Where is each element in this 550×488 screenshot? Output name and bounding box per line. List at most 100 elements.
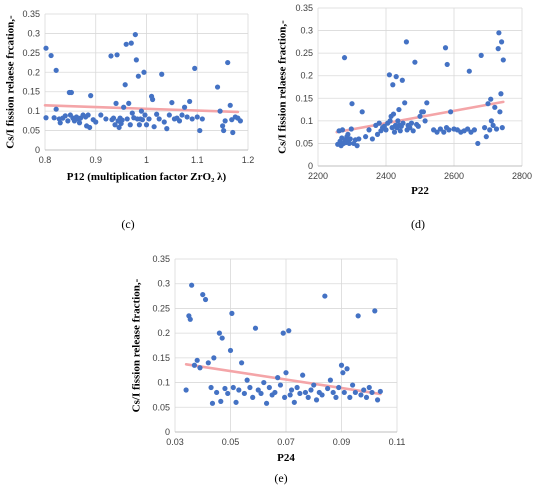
gridlines <box>44 13 249 151</box>
data-point <box>135 73 141 79</box>
y-tick-label: 0.25 <box>22 48 40 58</box>
panel-caption: (e) <box>274 471 287 485</box>
x-axis-label: P12 (multiplication factor ZrO₂ λ) <box>67 171 227 183</box>
y-tick-label: 0.05 <box>152 402 170 412</box>
data-point <box>485 101 491 107</box>
data-point <box>434 129 440 135</box>
data-point <box>218 398 224 404</box>
data-point <box>287 392 293 398</box>
y-tick-label: 0.1 <box>27 106 40 116</box>
y-tick-label: 0.1 <box>300 116 313 126</box>
data-point <box>87 124 93 131</box>
data-point <box>393 74 399 80</box>
data-point <box>471 127 477 133</box>
data-point <box>247 384 253 391</box>
data-point <box>369 389 375 396</box>
data-point <box>133 57 139 63</box>
data-point <box>311 382 317 388</box>
x-axis-label: P22 <box>411 185 429 197</box>
data-point <box>219 335 225 341</box>
data-point <box>53 67 59 73</box>
data-point <box>154 111 160 117</box>
data-point <box>209 400 216 406</box>
data-point <box>169 99 175 106</box>
data-point <box>236 387 242 393</box>
data-point <box>403 39 409 45</box>
data-point <box>359 109 365 115</box>
y-tick-label: 0.15 <box>295 93 313 103</box>
trend-line <box>184 362 382 396</box>
data-point <box>124 116 130 122</box>
y-tick-label: 0 <box>308 161 313 171</box>
data-point <box>85 112 91 118</box>
data-point <box>136 122 142 128</box>
data-point <box>341 55 348 61</box>
data-point <box>214 84 221 90</box>
data-point <box>408 120 415 126</box>
data-point <box>383 127 389 133</box>
data-point <box>227 347 234 354</box>
data-point <box>448 109 454 115</box>
data-point <box>266 384 272 391</box>
data-point <box>495 46 501 52</box>
data-point <box>347 394 353 400</box>
data-point <box>325 385 331 392</box>
scatter-points <box>183 282 383 406</box>
data-point <box>496 30 502 36</box>
data-point <box>500 57 506 63</box>
data-point <box>151 124 157 130</box>
data-point <box>214 389 220 396</box>
y-tick-label: 0.05 <box>22 126 40 136</box>
data-point <box>338 362 345 368</box>
data-point <box>208 384 214 391</box>
data-point <box>339 127 346 133</box>
data-point <box>76 120 83 126</box>
x-tick-label: 0.03 <box>166 437 184 447</box>
data-point <box>230 384 236 391</box>
data-point <box>197 365 203 371</box>
x-tick-label: 0.9 <box>89 155 102 165</box>
y-tick-label: 0.35 <box>22 9 40 19</box>
data-point <box>166 112 172 118</box>
data-point <box>98 112 104 118</box>
x-axis-label: P24 <box>277 452 295 464</box>
data-point <box>255 387 261 393</box>
data-point <box>387 118 393 124</box>
data-point <box>119 117 125 123</box>
data-point <box>390 111 397 117</box>
data-point <box>288 387 295 393</box>
data-point <box>280 330 286 336</box>
y-tick-label: 0.25 <box>295 48 313 58</box>
data-point <box>156 116 162 122</box>
data-point <box>176 118 183 124</box>
y-tick-labels: 0 0.05 0.1 0.15 0.2 0.25 0.3 0.35 <box>152 254 170 437</box>
data-point <box>187 98 193 105</box>
data-point <box>189 282 195 288</box>
y-tick-label: 0.35 <box>152 254 170 264</box>
data-point <box>475 140 481 147</box>
y-axis-label: Cs/I fission relaese frcation,- <box>5 15 17 149</box>
data-point <box>43 45 49 51</box>
chart-panel-e: 00.050.10.150.20.250.30.35 0.03 0.05 0.07 0… <box>131 254 406 485</box>
data-point <box>239 360 245 366</box>
data-point <box>422 118 428 124</box>
data-point <box>216 330 222 336</box>
data-point <box>424 100 430 106</box>
data-point <box>305 394 311 400</box>
data-point <box>272 389 278 396</box>
y-tick-label: 0.3 <box>157 279 170 289</box>
x-tick-label: 2400 <box>376 171 396 181</box>
data-point <box>396 106 402 113</box>
data-point <box>112 122 118 128</box>
data-point <box>194 357 200 363</box>
y-tick-label: 0 <box>165 427 170 437</box>
data-point <box>499 39 505 45</box>
data-point <box>488 118 494 124</box>
data-point <box>369 136 375 142</box>
y-tick-label: 0.35 <box>295 3 313 13</box>
x-tick-labels: 0.03 0.05 0.07 0.09 0.11 <box>166 437 405 447</box>
data-point <box>103 116 109 122</box>
data-point <box>116 124 122 131</box>
x-tick-label: 2800 <box>512 171 532 181</box>
